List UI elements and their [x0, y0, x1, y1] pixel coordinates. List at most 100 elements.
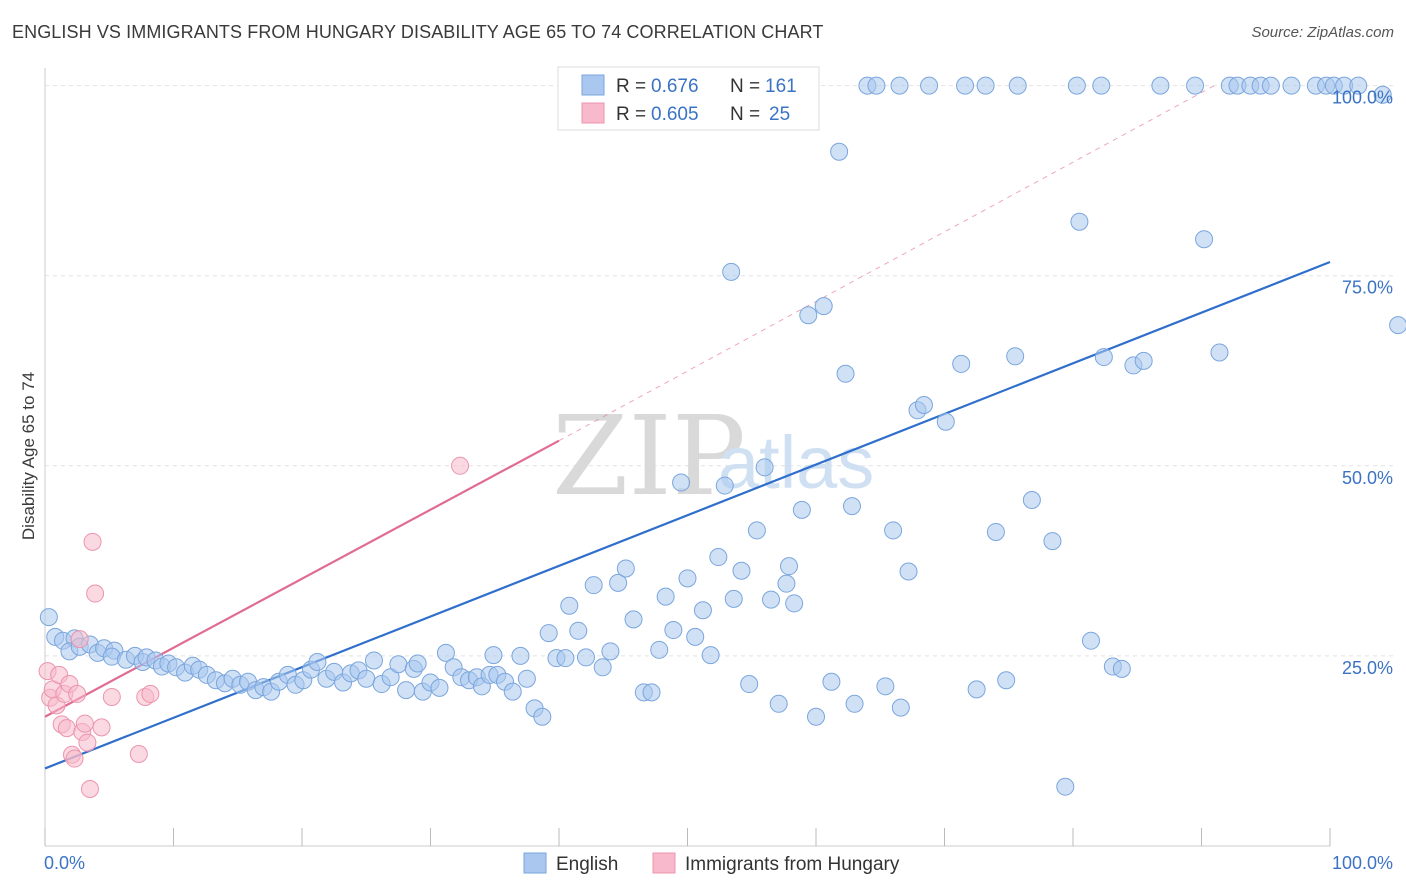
x-tick-label-max: 100.0% — [1332, 853, 1393, 873]
point-english — [876, 677, 895, 696]
point-english — [672, 473, 691, 492]
point-english — [807, 707, 825, 726]
point-english — [1067, 76, 1086, 95]
point-hungary — [83, 532, 102, 551]
point-english — [1112, 659, 1131, 678]
stats-legend-n-value: 25 — [769, 104, 790, 125]
point-hungary — [75, 714, 94, 733]
point-hungary — [451, 456, 470, 475]
point-english — [814, 297, 833, 316]
point-english — [762, 590, 781, 609]
point-english — [976, 76, 995, 95]
stats-legend-swatch-hungary — [581, 102, 605, 124]
point-english — [511, 646, 530, 665]
point-english — [1210, 343, 1229, 362]
y-tick-label: 25.0% — [1342, 658, 1393, 678]
point-english — [357, 669, 376, 688]
point-english — [609, 573, 628, 592]
point-english — [792, 500, 811, 519]
point-english — [722, 262, 741, 281]
point-english — [539, 624, 558, 643]
y-axis-label: Disability Age 65 to 74 — [19, 372, 38, 540]
point-english — [1349, 76, 1368, 95]
point-english — [678, 569, 697, 588]
point-english — [956, 76, 975, 95]
point-english — [884, 521, 903, 540]
trend-line-hungary-extension — [558, 85, 1215, 442]
source-label: Source: ZipAtlas.com — [1251, 24, 1394, 41]
point-english — [709, 548, 728, 567]
point-english — [1186, 76, 1205, 95]
stats-legend-swatch-english — [581, 74, 605, 96]
point-english — [650, 640, 669, 659]
point-english — [780, 557, 799, 576]
stats-legend-r-value: 0.605 — [651, 104, 699, 125]
point-english — [569, 621, 588, 640]
point-english — [430, 678, 449, 697]
point-english — [533, 707, 552, 726]
point-english — [1389, 316, 1406, 335]
stats-legend-n-value: 161 — [765, 76, 797, 97]
watermark: ZIP atlas — [552, 392, 874, 520]
point-english — [952, 354, 971, 373]
grid — [45, 85, 1393, 657]
stats-legend-n-label: N = — [730, 76, 760, 97]
point-english — [664, 621, 683, 640]
x-tick-label-min: 0.0% — [44, 853, 85, 873]
point-hungary — [92, 718, 111, 737]
point-english — [601, 642, 620, 661]
point-english — [436, 643, 455, 662]
point-english — [740, 675, 759, 694]
point-english — [408, 654, 427, 673]
point-english — [997, 671, 1016, 690]
point-english — [1282, 76, 1301, 95]
point-english — [624, 610, 643, 629]
point-english — [556, 649, 575, 668]
point-english — [830, 142, 849, 161]
point-english — [1151, 76, 1170, 95]
point-english — [616, 559, 635, 578]
point-english — [484, 646, 503, 665]
point-english — [842, 497, 861, 516]
y-tick-label: 100.0% — [1332, 88, 1393, 108]
point-hungary — [86, 584, 105, 603]
point-english — [389, 655, 408, 674]
point-english — [755, 458, 774, 477]
point-hungary — [129, 744, 148, 763]
point-english — [593, 658, 612, 677]
legend-swatch-english — [523, 852, 547, 874]
point-english — [732, 561, 751, 580]
legend-swatch-hungary — [652, 852, 676, 874]
legend-label-hungary: Immigrants from Hungary — [685, 854, 900, 875]
stats-legend-n-label: N = — [730, 104, 760, 125]
point-english — [1056, 777, 1075, 796]
point-english — [1006, 347, 1025, 366]
point-english — [799, 306, 818, 325]
point-hungary — [70, 630, 89, 649]
point-english — [397, 681, 416, 700]
point-english — [747, 521, 766, 540]
point-english — [777, 574, 796, 593]
point-english — [560, 596, 579, 615]
point-english — [1043, 532, 1062, 551]
point-hungary — [141, 684, 160, 703]
y-tick-label: 75.0% — [1342, 278, 1393, 298]
point-english — [642, 683, 661, 702]
point-english — [891, 698, 910, 717]
point-english — [1094, 348, 1113, 367]
point-hungary — [78, 733, 97, 752]
point-english — [920, 76, 939, 95]
point-english — [701, 646, 720, 665]
point-english — [867, 76, 886, 95]
y-tick-label: 50.0% — [1342, 468, 1393, 488]
point-english — [899, 562, 918, 581]
point-english — [503, 682, 522, 701]
point-english — [1008, 76, 1027, 95]
point-english — [656, 587, 675, 606]
point-english — [517, 669, 536, 688]
point-hungary — [65, 749, 84, 768]
point-english — [693, 601, 712, 620]
legend-label-english: English — [556, 854, 618, 875]
point-english — [686, 627, 705, 646]
